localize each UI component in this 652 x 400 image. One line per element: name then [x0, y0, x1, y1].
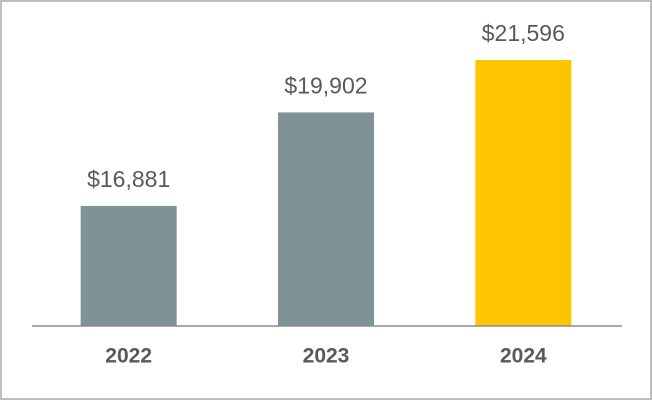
bar	[278, 112, 374, 326]
x-tick-label: 2023	[303, 345, 350, 368]
value-label: $16,881	[87, 166, 170, 192]
bar	[80, 205, 177, 326]
x-tick-label: 2022	[105, 345, 152, 368]
x-tick-label: 2024	[500, 345, 547, 368]
bar	[475, 60, 572, 326]
value-label: $19,902	[284, 72, 367, 98]
value-label: $21,596	[482, 20, 565, 46]
